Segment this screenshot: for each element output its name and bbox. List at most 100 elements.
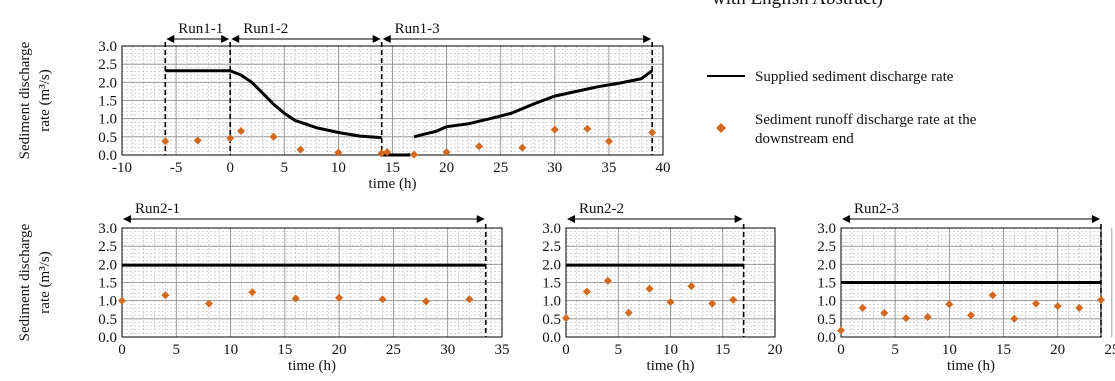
plot-frame bbox=[121, 227, 503, 338]
run-arrow-head-left bbox=[231, 35, 240, 43]
y-tick-label: 0.0 bbox=[98, 330, 117, 346]
run-arrow-head-left bbox=[166, 35, 175, 43]
y-tick-label: 0.0 bbox=[817, 330, 836, 346]
data-point-runoff bbox=[193, 136, 202, 145]
data-point-runoff bbox=[645, 284, 654, 293]
y-tick-label: 2.0 bbox=[98, 75, 117, 91]
y-tick-label: 0.5 bbox=[817, 312, 836, 328]
y-tick-label: 2.5 bbox=[817, 239, 836, 255]
y-tick-label: 1.0 bbox=[817, 294, 836, 310]
data-point-runoff bbox=[383, 148, 392, 157]
y-axis-label-line1: Sediment discharge bbox=[17, 41, 33, 159]
major-grid bbox=[121, 227, 503, 338]
data-point-runoff bbox=[988, 291, 997, 300]
x-tick-label: 20 bbox=[1050, 342, 1065, 358]
data-point-runoff bbox=[1032, 299, 1040, 308]
y-tick-label: 0.0 bbox=[98, 148, 117, 164]
legend-label-runoff-line1: Sediment runoff discharge rate at the bbox=[755, 112, 977, 128]
header-fragment: with English Abstract) bbox=[712, 0, 883, 10]
x-tick-label: 35 bbox=[495, 342, 510, 358]
x-tick-label: 5 bbox=[281, 160, 289, 176]
data-point-runoff bbox=[118, 296, 126, 305]
x-tick-label: 20 bbox=[768, 342, 783, 358]
y-tick-label: 2.5 bbox=[542, 239, 561, 255]
x-tick-label: 25 bbox=[1104, 342, 1115, 358]
x-tick-label: 35 bbox=[601, 160, 616, 176]
data-point-runoff bbox=[562, 314, 570, 323]
data-point-runoff bbox=[880, 309, 889, 317]
x-tick-label: 5 bbox=[615, 342, 623, 358]
y-tick-label: 2.5 bbox=[98, 57, 117, 73]
x-tick-label: 10 bbox=[942, 342, 957, 358]
x-tick-label: 40 bbox=[656, 160, 671, 176]
x-tick-label: 30 bbox=[547, 160, 562, 176]
plot-frame bbox=[565, 227, 776, 338]
y-tick-label: 1.5 bbox=[817, 276, 836, 292]
y-tick-label: 2.0 bbox=[98, 257, 117, 273]
chart-panel-4: 0 5 10 15 20 25 0.0 0.5 1.0 1.5 2.0 2.5 3.0 time (h) R… bbox=[817, 201, 1115, 374]
data-point-runoff bbox=[1053, 302, 1062, 311]
x-tick-label: 10 bbox=[331, 160, 346, 176]
run-label: Run2-3 bbox=[854, 201, 899, 217]
run-arrow-head-left bbox=[567, 215, 575, 223]
chart-panel-2: 0 5 10 15 20 25 30 35 0.0 0.5 1.0 1.5 2.0 2.5 3.0 time … bbox=[17, 201, 510, 374]
data-point-runoff bbox=[378, 295, 387, 304]
data-point-runoff bbox=[410, 150, 419, 159]
data-point-runoff bbox=[291, 294, 300, 303]
data-point-runoff bbox=[837, 326, 845, 335]
run-arrow-head-right bbox=[643, 35, 652, 43]
data-point-runoff bbox=[248, 288, 257, 297]
x-tick-label: 10 bbox=[223, 342, 238, 358]
data-point-runoff bbox=[729, 295, 738, 304]
run-arrow-head-left bbox=[842, 215, 850, 223]
y-tick-label: 0.5 bbox=[98, 312, 117, 328]
y-tick-label: 1.0 bbox=[98, 112, 117, 128]
y-tick-label: 2.0 bbox=[542, 257, 561, 273]
data-point-runoff bbox=[923, 313, 932, 321]
data-point-runoff bbox=[583, 124, 592, 133]
data-point-runoff bbox=[858, 303, 867, 312]
data-point-runoff bbox=[465, 295, 474, 304]
x-tick-label: 20 bbox=[439, 160, 454, 176]
run-arrow-head-right bbox=[734, 215, 743, 223]
x-axis-label: time (h) bbox=[288, 358, 336, 374]
y-tick-label: 3.0 bbox=[817, 221, 836, 237]
y-tick-label: 3.0 bbox=[98, 221, 117, 237]
x-axis-label: time (h) bbox=[947, 358, 995, 374]
data-point-runoff bbox=[204, 299, 213, 308]
data-point-runoff bbox=[1075, 303, 1084, 312]
data-point-runoff bbox=[967, 311, 975, 320]
data-point-runoff bbox=[422, 297, 430, 306]
data-point-runoff bbox=[226, 134, 235, 143]
y-axis-label-line2: rate (m³/s) bbox=[37, 251, 53, 313]
y-tick-label: 2.0 bbox=[817, 257, 836, 273]
legend-label-supplied: Supplied sediment discharge rate bbox=[755, 69, 954, 85]
legend-marker-runoff bbox=[716, 123, 726, 133]
data-point-runoff bbox=[648, 128, 657, 137]
y-tick-label: 1.5 bbox=[98, 276, 117, 292]
run-label: Run2-1 bbox=[135, 201, 180, 217]
x-tick-label: 15 bbox=[996, 342, 1011, 358]
x-tick-label: -5 bbox=[170, 160, 183, 176]
data-point-runoff bbox=[442, 148, 451, 157]
data-point-runoff bbox=[269, 132, 278, 141]
run-arrow-head-left bbox=[123, 215, 131, 223]
x-tick-label: 15 bbox=[277, 342, 292, 358]
chart-panel-1: -10 -5 0 5 10 15 20 25 30 35 40 0.0 0.5 1.0 1.5 2.0 2.5 3… bbox=[17, 21, 671, 192]
data-point-runoff bbox=[902, 314, 910, 323]
series-line-supplied bbox=[165, 69, 382, 140]
data-point-runoff bbox=[666, 298, 675, 307]
data-point-runoff bbox=[237, 127, 245, 135]
data-point-runoff bbox=[1097, 295, 1105, 304]
series-line-supplied bbox=[413, 69, 654, 139]
data-point-runoff bbox=[161, 137, 170, 146]
x-tick-label: 15 bbox=[715, 342, 730, 358]
data-point-runoff bbox=[603, 276, 612, 285]
major-grid bbox=[121, 45, 664, 156]
x-tick-label: 25 bbox=[493, 160, 508, 176]
run-arrow-head-right bbox=[372, 35, 381, 43]
data-point-runoff bbox=[550, 125, 559, 134]
data-point-runoff bbox=[708, 299, 717, 308]
run-arrow-head-right bbox=[476, 215, 485, 223]
